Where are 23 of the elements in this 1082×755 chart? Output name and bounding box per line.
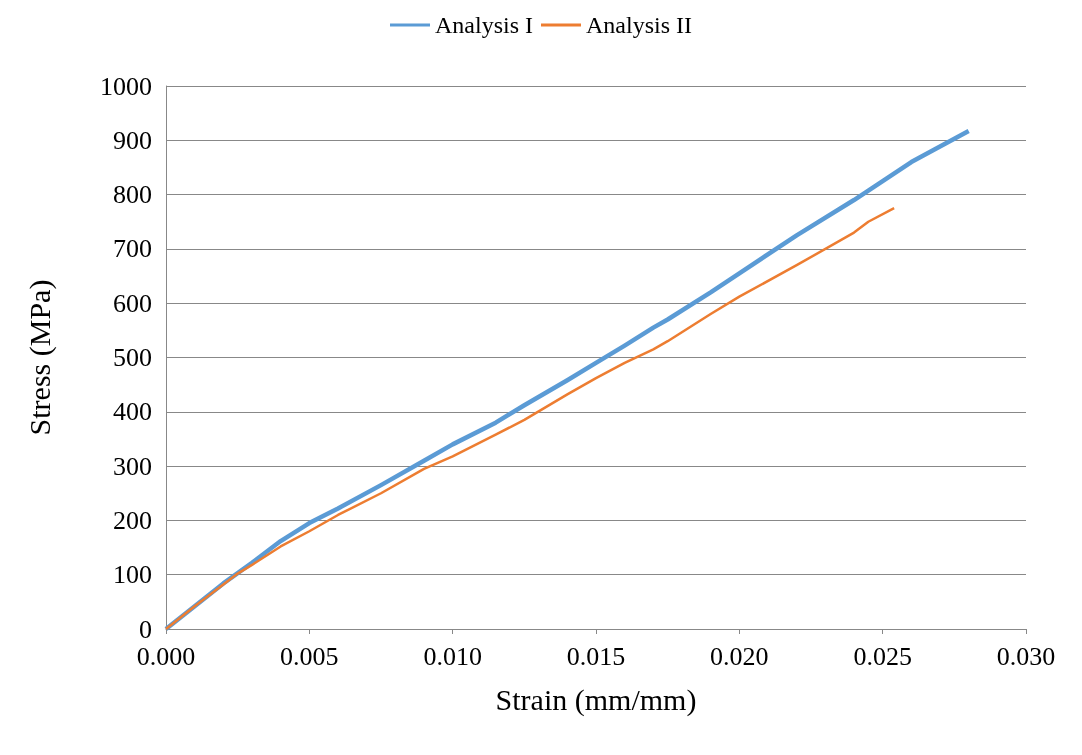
x-tick-label: 0.015 bbox=[566, 641, 626, 671]
x-tick-label: 0.000 bbox=[136, 641, 196, 671]
y-tick-label: 100 bbox=[113, 560, 152, 590]
y-tick-label: 500 bbox=[113, 343, 152, 372]
y-tick-label: 0 bbox=[139, 614, 152, 644]
x-tick-label: 0.010 bbox=[423, 641, 482, 671]
y-axis-title: Stress (MPa) bbox=[22, 279, 57, 436]
y-tick-label: 800 bbox=[113, 180, 152, 210]
x-tick-label: 0.020 bbox=[710, 641, 769, 671]
y-tick-label: 600 bbox=[113, 288, 152, 318]
y-tick-label: 300 bbox=[113, 451, 152, 481]
x-tick-label: 0.025 bbox=[853, 641, 912, 671]
y-tick-label: 400 bbox=[113, 397, 152, 427]
y-tick-label: 700 bbox=[113, 234, 152, 264]
x-tick-label: 0.005 bbox=[280, 641, 339, 671]
legend-label: Analysis II bbox=[586, 12, 692, 38]
y-tick-label: 200 bbox=[113, 505, 152, 535]
x-tick-label: 0.030 bbox=[996, 641, 1056, 671]
x-axis-title: Strain (mm/mm) bbox=[495, 682, 697, 717]
line-series bbox=[164, 206, 896, 631]
y-tick-label: 900 bbox=[113, 125, 152, 155]
y-tick-label: 1000 bbox=[100, 71, 152, 101]
legend-label: Analysis I bbox=[435, 12, 534, 38]
